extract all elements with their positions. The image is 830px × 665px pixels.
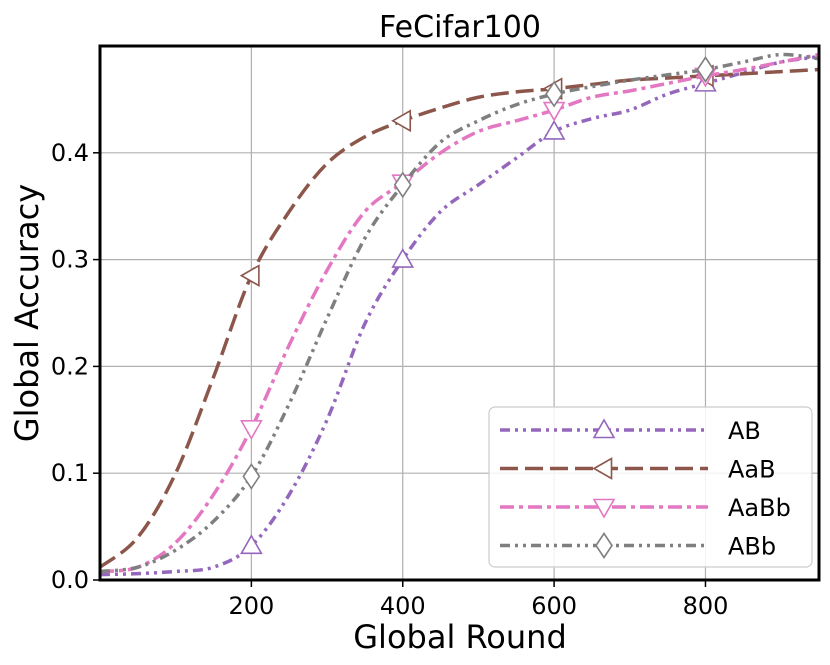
legend-marker [592,457,613,480]
legend-label: ABb [728,533,776,561]
data-point-marker [239,264,260,287]
y-tick-label: 0.4 [51,139,89,167]
y-tick-label: 0.3 [51,246,89,274]
data-point-marker [542,119,566,140]
axis-ticks: 200 400 600 800 0.0 0.1 0.2 0.3 0.4 [51,139,729,620]
legend-label: AaBb [728,494,791,522]
x-axis-title: Global Round [353,618,567,656]
series-ABb [99,52,820,574]
chart-title: FeCifar100 [379,10,541,45]
legend-marker [595,532,613,559]
y-tick-label: 0.0 [51,566,89,594]
data-point-marker [239,534,263,555]
legend-entry: ABb [500,532,776,561]
y-tick-label: 0.2 [51,352,89,380]
legend-marker [592,498,616,519]
legend-label: AB [728,417,761,445]
series-AB [99,54,820,577]
y-axis-title: Global Accuracy [8,184,46,442]
legend-entry: AaB [500,456,776,484]
data-point-marker [696,56,715,83]
legend-entry: AB [500,417,761,445]
x-tick-label: 400 [380,592,426,620]
series-line [99,52,820,574]
y-tick-label: 0.1 [51,459,89,487]
data-point-marker [242,462,261,490]
data-point-marker [239,420,263,440]
x-tick-label: 800 [683,592,729,620]
data-point-marker [545,80,564,108]
data-point-marker [391,109,412,133]
series-layer [98,52,820,577]
legend: AB AaB AaBb ABb [488,406,813,568]
legend-entry: AaBb [500,494,791,522]
plot-frame [98,44,821,582]
data-point-marker [393,171,412,199]
legend-marker [592,418,616,439]
data-point-marker [391,247,415,268]
x-tick-label: 200 [228,592,274,620]
legend-box [488,406,813,568]
x-tick-label: 600 [531,592,577,620]
series-line [99,52,820,574]
legend-label: AaB [728,456,776,484]
